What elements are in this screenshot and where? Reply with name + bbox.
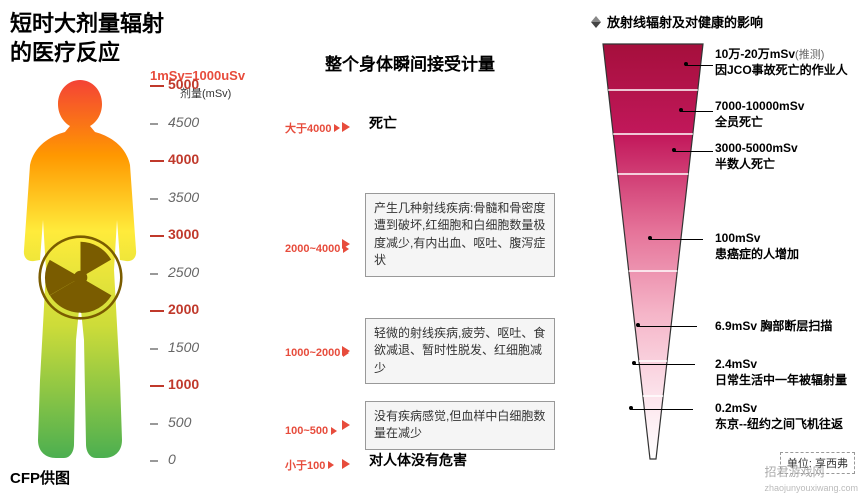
arrow-right-icon (331, 427, 337, 435)
health-item: 100mSv患癌症的人增加 (715, 231, 799, 262)
effect-arrow-icon (342, 456, 350, 474)
scale-tick: 500 (168, 415, 191, 429)
health-item: 3000-5000mSv半数人死亡 (715, 141, 798, 172)
effect-box: 对人体没有危害 (365, 450, 555, 470)
cfp-credit: CFP供图 (10, 467, 70, 488)
effect-arrow-icon (342, 417, 350, 435)
middle-panel: 整个身体瞬间接受计量 大于40002000~40001000~2000100~5… (320, 0, 570, 500)
effect-box: 产生几种射线疾病:骨髓和骨密度遭到破坏,红细胞和白细胞数量极度减少,有内出血、呕… (365, 193, 555, 277)
health-item: 7000-10000mSv全员死亡 (715, 99, 804, 130)
effect-box: 死亡 (365, 113, 555, 133)
effect-box: 轻微的射线疾病,疲劳、呕吐、食欲减退、暂时性脱发、红细胞减少 (365, 318, 555, 384)
scale-tick: 1500 (168, 340, 199, 354)
scale-tick: 5000 (168, 77, 199, 91)
scale-tick: 0 (168, 452, 176, 466)
right-title: 放射线辐射及对健康的影响 (590, 12, 856, 31)
threshold-label: 2000~4000 (285, 243, 349, 255)
main-container: 短时大剂量辐射的医疗反应 1mSv=1000uSv 剂量(mSv) (0, 0, 866, 500)
arrow-right-icon (328, 461, 334, 469)
effect-arrow-icon (342, 119, 350, 137)
left-panel: 短时大剂量辐射的医疗反应 1mSv=1000uSv 剂量(mSv) (0, 0, 320, 500)
effect-arrow-icon (342, 236, 350, 254)
health-item: 2.4mSv日常生活中一年被辐射量 (715, 357, 847, 388)
scale-tick: 4000 (168, 152, 199, 166)
health-item: 6.9mSv 胸部断层扫描 (715, 319, 832, 335)
scale-tick: 3500 (168, 190, 199, 204)
triangle-container: 10万-20万mSv(推测)因JCO事故死亡的作业人 7000-10000mSv全… (590, 39, 860, 479)
effect-box: 没有疾病感觉,但血样中白细胞数量在减少 (365, 401, 555, 450)
watermark-sub: zhaojunyouxiwang.com (764, 483, 858, 493)
scale-tick: 2500 (168, 265, 199, 279)
pointer-line (649, 239, 703, 240)
pointer-line (637, 326, 697, 327)
middle-title: 整个身体瞬间接受计量 (320, 50, 570, 75)
radiation-icon (38, 235, 123, 325)
scale-tick: 3000 (168, 227, 199, 241)
scale-tick: 2000 (168, 302, 199, 316)
watermark: 招君游戏网 zhaojunyouxiwang.com (764, 463, 858, 494)
right-panel: 放射线辐射及对健康的影响 10万-20万mSv(推测)因JCO事故死亡的作业人 7… (570, 0, 866, 500)
pointer-line (685, 65, 713, 66)
threshold-label: 大于4000 (285, 120, 340, 136)
effect-arrow-icon (342, 343, 350, 361)
threshold-label: 小于100 (285, 457, 334, 473)
health-item: 0.2mSv东京--纽约之间飞机往返 (715, 401, 843, 432)
threshold-label: 1000~2000 (285, 347, 349, 359)
threshold-label: 100~500 (285, 425, 337, 437)
pointer-line (680, 111, 713, 112)
right-title-text: 放射线辐射及对健康的影响 (607, 12, 763, 31)
tick-marks: 5000450040003500300025002000150010005000 (150, 85, 170, 475)
left-title: 短时大剂量辐射的医疗反应 (10, 10, 320, 67)
effects-boxes: 死亡产生几种射线疾病:骨髓和骨密度遭到破坏,红细胞和白细胞数量极度减少,有内出血… (365, 85, 565, 475)
hazard-icon (590, 16, 602, 28)
health-labels: 10万-20万mSv(推测)因JCO事故死亡的作业人 7000-10000mSv全… (685, 39, 866, 479)
dose-scale: 5000450040003500300025002000150010005000 (150, 85, 280, 475)
arrow-right-icon (334, 124, 340, 132)
pointer-line (630, 409, 693, 410)
pointer-line (673, 151, 713, 152)
pointer-line (633, 364, 695, 365)
health-item: 10万-20万mSv(推测)因JCO事故死亡的作业人 (715, 47, 848, 78)
scale-tick: 4500 (168, 115, 199, 129)
human-figure (10, 80, 150, 460)
watermark-main: 招君游戏网 (764, 465, 824, 479)
scale-tick: 1000 (168, 377, 199, 391)
